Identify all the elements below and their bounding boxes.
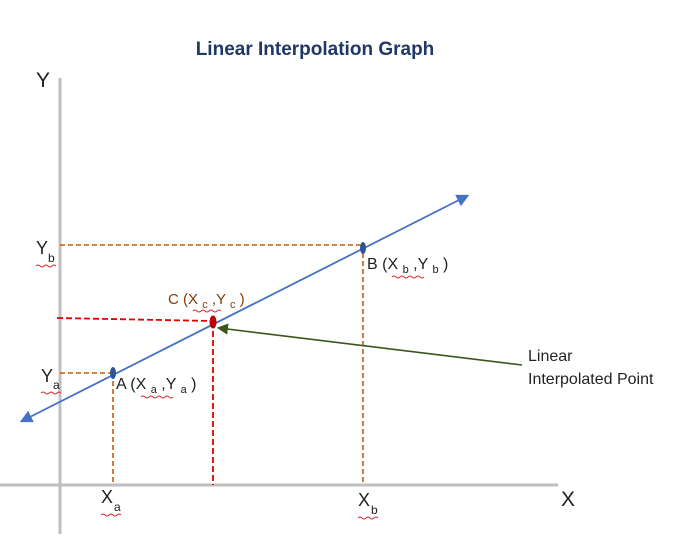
close-paren: ) — [443, 256, 448, 273]
point-a-sub1: a — [151, 384, 158, 396]
spellcheck-underline — [140, 395, 174, 399]
spellcheck-underline — [100, 513, 122, 517]
spellcheck-underline — [357, 516, 379, 520]
open-paren: (X — [183, 291, 198, 308]
separator: ,Y — [413, 256, 428, 273]
point-c-name: C — [168, 291, 179, 308]
spellcheck-underline — [391, 275, 425, 279]
point-a-sub2: a — [181, 384, 188, 396]
svg-text:B (X b ,Y: B (X b ,Y b ) — [367, 256, 448, 277]
tick-label-yb: Y b — [35, 238, 57, 268]
x-axis-label: X — [561, 488, 575, 511]
point-a-label: A (X a ,Y a ) — [116, 376, 196, 399]
tick-label-ya: Y a — [40, 366, 62, 395]
separator: ,Y — [161, 376, 176, 393]
point-b-sub1: b — [403, 264, 409, 276]
tick-xb-sub: b — [371, 503, 378, 517]
point-b-name: B — [367, 256, 378, 273]
point-a-marker — [110, 367, 116, 379]
point-b-label: B (X b ,Y b ) — [367, 256, 448, 279]
point-b-marker — [360, 242, 366, 254]
point-b-sub2: b — [432, 264, 438, 276]
diagram-title: Linear Interpolation Graph — [196, 39, 435, 60]
separator: ,Y — [212, 291, 226, 308]
tick-label-xb: X b — [357, 490, 379, 520]
y-axis-label: Y — [36, 69, 50, 92]
spellcheck-underline — [40, 391, 62, 395]
guide-yc — [56, 317, 214, 322]
point-c-sub1: c — [202, 299, 208, 311]
close-paren: ) — [191, 376, 196, 393]
point-a-name: A — [116, 376, 127, 393]
callout-line-1: Linear — [528, 348, 573, 365]
open-paren: (X — [130, 376, 146, 393]
point-c-label: C (X c ,Y c ) — [168, 291, 245, 313]
svg-text:C (X c ,Y: C (X c ,Y c ) — [168, 291, 245, 312]
tick-label-xa: X a — [100, 487, 122, 517]
tick-ya-sub: a — [53, 378, 60, 392]
tick-xa-main: X — [101, 487, 113, 507]
point-c-marker — [209, 315, 217, 329]
tick-yb-sub: b — [48, 251, 55, 265]
tick-xb-main: X — [358, 490, 370, 510]
callout-arrow — [216, 323, 523, 366]
tick-yb-main: Y — [36, 238, 48, 258]
tick-xa-sub: a — [114, 500, 121, 514]
open-paren: (X — [382, 256, 398, 273]
callout-line-2: Interpolated Point — [528, 371, 654, 388]
spellcheck-underline — [35, 264, 57, 268]
spellcheck-underline — [192, 309, 222, 313]
interpolation-line — [19, 194, 470, 423]
point-c-sub2: c — [230, 299, 236, 311]
svg-text:A (X a ,Y: A (X a ,Y a ) — [116, 376, 196, 397]
tick-ya-main: Y — [41, 366, 53, 386]
close-paren: ) — [240, 291, 245, 308]
